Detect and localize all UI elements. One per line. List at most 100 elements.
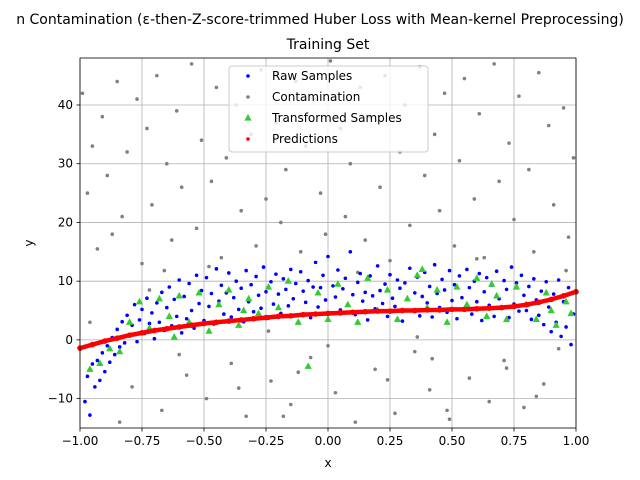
- raw-sample-point: [236, 307, 241, 312]
- raw-sample-point: [135, 339, 139, 344]
- raw-sample-point: [115, 327, 119, 332]
- contamination-point: [155, 73, 159, 78]
- transformed-sample-point: [344, 300, 352, 308]
- raw-sample-point: [380, 301, 385, 306]
- raw-sample-point: [457, 274, 462, 278]
- contamination-point: [534, 394, 539, 399]
- raw-sample-point: [321, 273, 325, 278]
- contamination-point: [189, 62, 194, 66]
- raw-sample-point: [390, 296, 395, 301]
- raw-sample-point: [385, 314, 390, 319]
- contamination-point: [432, 132, 437, 137]
- transformed-sample-point: [294, 318, 302, 325]
- raw-sample-point: [378, 288, 382, 293]
- contamination-point: [537, 70, 541, 75]
- raw-sample-point: [276, 292, 281, 296]
- raw-sample-point: [251, 309, 256, 314]
- transformed-sample-point: [314, 288, 322, 296]
- transformed-sample-point: [413, 271, 421, 278]
- raw-sample-point: [83, 399, 87, 404]
- contamination-point: [437, 208, 442, 213]
- raw-sample-point: [455, 316, 459, 321]
- raw-sample-point: [125, 313, 129, 318]
- transformed-sample-point: [235, 321, 243, 328]
- raw-sample-point: [539, 289, 544, 293]
- contamination-point: [566, 235, 571, 239]
- contamination-point: [160, 408, 164, 413]
- contamination-point: [135, 97, 139, 101]
- contamination-point: [504, 366, 509, 370]
- contamination-point: [326, 343, 330, 348]
- contamination-point: [564, 268, 568, 273]
- y-tick-label: 20: [58, 215, 73, 229]
- contamination-point: [254, 244, 258, 248]
- raw-sample-point: [564, 325, 568, 329]
- x-axis-label: x: [324, 456, 331, 470]
- contamination-point: [328, 59, 333, 63]
- contamination-point: [145, 126, 149, 131]
- raw-sample-point: [284, 287, 288, 292]
- contamination-point: [150, 203, 154, 207]
- chart-subtitle: Training Set: [286, 37, 370, 53]
- transformed-sample-point: [116, 347, 124, 355]
- raw-sample-point: [308, 315, 313, 320]
- raw-sample-point: [281, 277, 286, 281]
- raw-sample-point: [157, 320, 162, 325]
- raw-sample-point: [467, 285, 472, 290]
- contamination-point: [120, 214, 124, 219]
- raw-sample-point: [479, 318, 484, 323]
- transformed-sample-point: [324, 315, 332, 322]
- raw-sample-point: [450, 298, 454, 303]
- raw-sample-point: [348, 250, 353, 254]
- raw-sample-point: [519, 273, 524, 278]
- contamination-point: [244, 414, 248, 419]
- transformed-sample-point: [383, 285, 392, 293]
- contamination-point: [532, 250, 536, 254]
- raw-sample-point: [492, 314, 496, 319]
- raw-sample-point: [403, 281, 407, 285]
- raw-sample-point: [107, 360, 112, 365]
- raw-sample-point: [301, 289, 306, 293]
- transformed-sample-point: [240, 306, 248, 314]
- transformed-sample-point: [403, 294, 411, 302]
- raw-sample-point: [219, 283, 224, 288]
- raw-sample-point: [199, 288, 204, 293]
- raw-sample-point: [343, 276, 348, 281]
- raw-sample-point: [256, 293, 261, 298]
- contamination-point: [462, 76, 467, 81]
- raw-sample-point: [427, 284, 432, 289]
- raw-sample-point: [447, 268, 452, 273]
- raw-sample-point: [365, 318, 370, 322]
- raw-sample-point: [383, 282, 387, 286]
- contamination-point: [279, 220, 283, 225]
- raw-sample-point: [132, 302, 137, 307]
- transformed-sample-point: [254, 309, 263, 317]
- contamination-point: [467, 376, 472, 380]
- raw-sample-point: [336, 268, 340, 272]
- contamination-point: [115, 79, 119, 84]
- raw-sample-point: [88, 413, 92, 417]
- raw-sample-point: [502, 278, 506, 283]
- contamination-point: [393, 411, 397, 416]
- x-tick-label: −0.75: [124, 434, 161, 448]
- x-tick-label: 0.50: [439, 434, 466, 448]
- contamination-point: [264, 197, 268, 201]
- raw-sample-point: [291, 296, 296, 301]
- y-axis-ticks: −10 0 10 20 30 40: [48, 98, 80, 406]
- raw-sample-point: [529, 317, 534, 322]
- transformed-sample-point: [532, 315, 540, 322]
- legend-label-transformed-samples: Transformed Samples: [271, 111, 402, 125]
- raw-sample-point: [207, 304, 211, 309]
- contamination-point: [147, 288, 152, 292]
- contamination-point: [105, 173, 110, 178]
- raw-sample-point: [355, 280, 360, 285]
- contamination-point: [296, 370, 301, 375]
- contamination-point: [427, 388, 432, 392]
- contamination-point: [457, 158, 462, 163]
- raw-sample-point: [311, 285, 315, 289]
- transformed-sample-point: [175, 291, 183, 299]
- raw-sample-point: [370, 294, 375, 298]
- raw-sample-point: [194, 273, 199, 278]
- raw-sample-point: [432, 262, 437, 267]
- contamination-point: [229, 361, 234, 366]
